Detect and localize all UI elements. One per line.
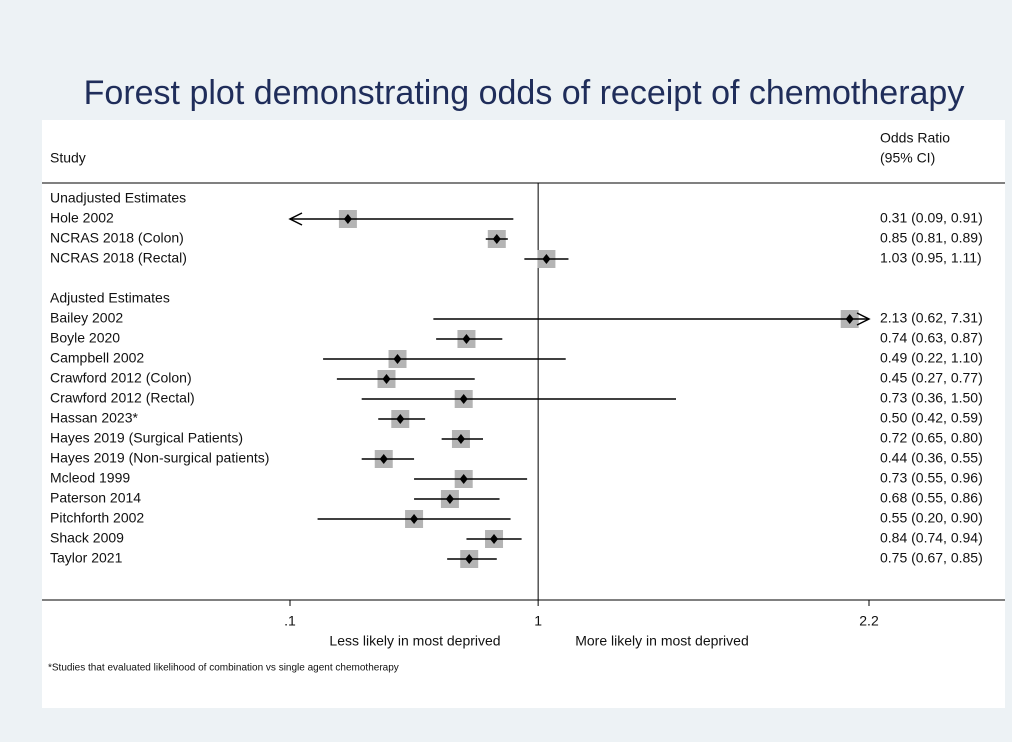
footnote: *Studies that evaluated likelihood of co… [48, 663, 399, 674]
point [396, 414, 405, 424]
ci-arrow [856, 312, 871, 326]
point [379, 454, 388, 464]
or-label: 0.50 (0.42, 0.59) [880, 410, 983, 426]
point [845, 314, 854, 324]
plot-panel [42, 120, 1005, 708]
group-label: Unadjusted Estimates [50, 190, 186, 206]
study-label: Campbell 2002 [50, 350, 144, 366]
ci-arrow [288, 212, 303, 226]
study-label: Paterson 2014 [50, 490, 141, 506]
x-tick-label: 1 [534, 613, 542, 629]
point [445, 494, 454, 504]
or-label: 1.03 (0.95, 1.11) [880, 250, 982, 266]
x-tick-label: .1 [284, 613, 296, 629]
point [465, 554, 474, 564]
point [456, 434, 465, 444]
point [462, 334, 471, 344]
study-label: Hole 2002 [50, 210, 114, 226]
or-label: 0.75 (0.67, 0.85) [880, 550, 983, 566]
point [410, 514, 419, 524]
x-tick-label: 2.2 [859, 613, 879, 629]
or-header: (95% CI) [880, 150, 935, 166]
left-label: Less likely in most deprived [329, 633, 500, 649]
or-label: 0.31 (0.09, 0.91) [880, 210, 983, 226]
study-label: Boyle 2020 [50, 330, 120, 346]
study-label: Hayes 2019 (Surgical Patients) [50, 430, 243, 446]
point [542, 254, 551, 264]
point [393, 354, 402, 364]
study-label: Taylor 2021 [50, 550, 123, 566]
or-label: 0.74 (0.63, 0.87) [880, 330, 983, 346]
study-label: Bailey 2002 [50, 310, 123, 326]
point [459, 394, 468, 404]
study-label: Hayes 2019 (Non-surgical patients) [50, 450, 269, 466]
or-label: 0.73 (0.36, 1.50) [880, 390, 983, 406]
or-label: 0.49 (0.22, 1.10) [880, 350, 983, 366]
study-label: Crawford 2012 (Rectal) [50, 390, 195, 406]
study-label: Hassan 2023* [50, 410, 139, 426]
or-label: 0.72 (0.65, 0.80) [880, 430, 983, 446]
or-header: Odds Ratio [880, 130, 950, 146]
point [490, 534, 499, 544]
or-label: 0.55 (0.20, 0.90) [880, 510, 983, 526]
or-label: 2.13 (0.62, 7.31) [880, 310, 983, 326]
point [343, 214, 352, 224]
group-label: Adjusted Estimates [50, 290, 170, 306]
study-label: NCRAS 2018 (Colon) [50, 230, 184, 246]
or-label: 0.84 (0.74, 0.94) [880, 530, 983, 546]
study-label: NCRAS 2018 (Rectal) [50, 250, 187, 266]
point [492, 234, 501, 244]
or-label: 0.44 (0.36, 0.55) [880, 450, 983, 466]
right-label: More likely in most deprived [575, 633, 749, 649]
or-label: 0.68 (0.55, 0.86) [880, 490, 983, 506]
or-label: 0.85 (0.81, 0.89) [880, 230, 983, 246]
study-label: Pitchforth 2002 [50, 510, 144, 526]
point [382, 374, 391, 384]
study-label: Mcleod 1999 [50, 470, 130, 486]
study-header: Study [50, 150, 86, 166]
study-label: Crawford 2012 (Colon) [50, 370, 192, 386]
point [459, 474, 468, 484]
or-label: 0.45 (0.27, 0.77) [880, 370, 983, 386]
study-label: Shack 2009 [50, 530, 124, 546]
chart-title: Forest plot demonstrating odds of receip… [84, 74, 965, 112]
or-label: 0.73 (0.55, 0.96) [880, 470, 983, 486]
